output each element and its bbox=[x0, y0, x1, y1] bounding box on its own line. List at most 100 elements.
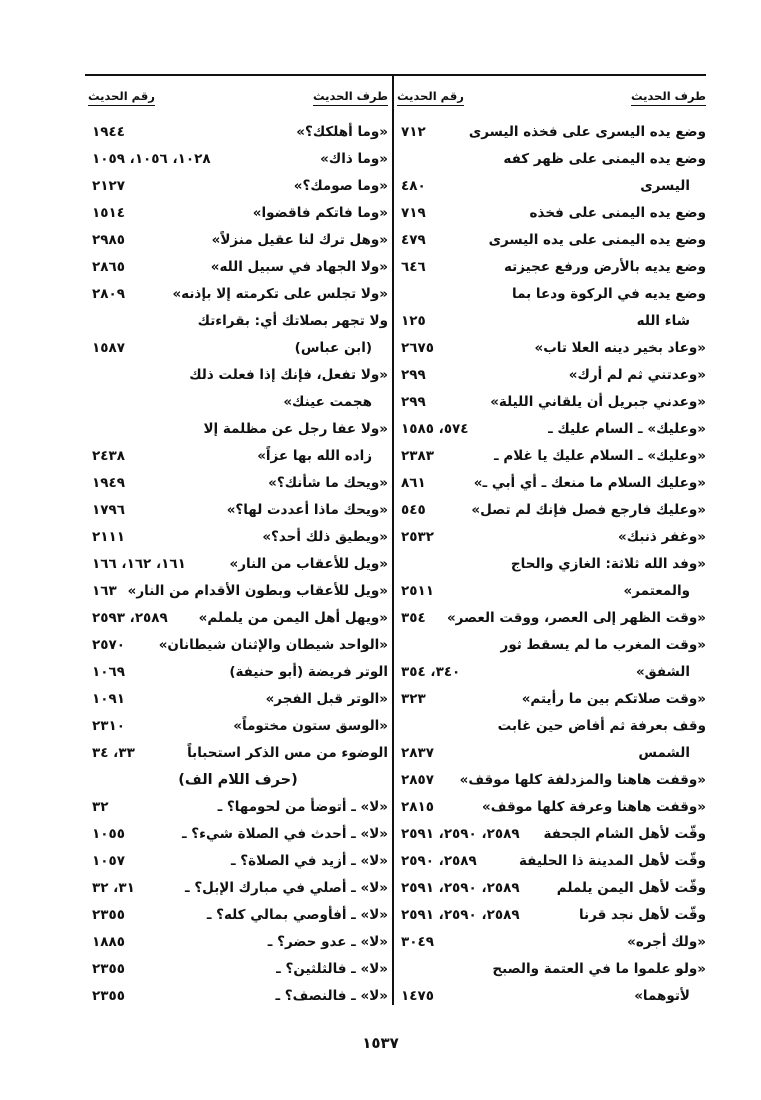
hadith-text: «لا» ـ أتوضأ من لحومها؟ ـ bbox=[217, 798, 388, 815]
index-entry-line: هجمت عينك» bbox=[88, 388, 388, 415]
index-entry-line: الوضوء من مس الذكر استحباباً ٣٣، ٣٤ bbox=[88, 739, 388, 766]
hadith-text: «الوسق ستون مختوماً» bbox=[233, 717, 388, 734]
hadith-text: «وعدتني ثم لم أرك» bbox=[568, 366, 706, 383]
hadith-number: ٢٥٨٩، ٢٥٩٠، ٢٥٩١ bbox=[401, 825, 520, 842]
index-entry-line: «وما أهلكك؟» ١٩٤٤ bbox=[88, 118, 388, 145]
hadith-number: ٢٣٥٥ bbox=[92, 906, 125, 923]
hadith-number: ١٠٥٥ bbox=[92, 825, 125, 842]
hadith-number: ٢٤٣٨ bbox=[92, 447, 125, 464]
index-entry-line: وضع يده اليسرى على فخذه اليسرى ٧١٢ bbox=[397, 118, 706, 145]
hadith-text: «الواحد شيطان والإثنان شيطانان» bbox=[158, 636, 388, 653]
index-entry-line: «وقفت هاهنا والمزدلفة كلها موقف» ٢٨٥٧ bbox=[397, 766, 706, 793]
index-entry-line: ولا تجهر بصلاتك أي: بقراءتك bbox=[88, 307, 388, 334]
index-entry-line: «وما صومك؟» ٢١٢٧ bbox=[88, 172, 388, 199]
hadith-text: «وعليك فارجع فصل فإنك لم تصل» bbox=[471, 501, 706, 518]
top-rule bbox=[85, 74, 706, 76]
hadith-text: «ويطيق ذلك أحد؟» bbox=[262, 528, 388, 545]
hadith-text: «ولا تجلس على تكرمته إلا بإذنه» bbox=[172, 285, 388, 302]
hadith-text: ولا تجهر بصلاتك أي: بقراءتك bbox=[197, 312, 388, 329]
index-entry-line: «لا» ـ أحدث في الصلاة شيء؟ ـ ١٠٥٥ bbox=[88, 820, 388, 847]
index-entry-line: «وما ذاك» ١٠٢٨، ١٠٥٦، ١٠٥٩ bbox=[88, 145, 388, 172]
hadith-text: وقّت لأهل نجد قرنا bbox=[578, 906, 706, 923]
left-column-entries: «وما أهلكك؟» ١٩٤٤ «وما ذاك» ١٠٢٨، ١٠٥٦، ١٠٥… bbox=[88, 118, 388, 1009]
hadith-text: «ولا تفعل، فإنك إذا فعلت ذلك bbox=[189, 366, 388, 383]
index-entry-line: «ولا الجهاد في سبيل الله» ٢٨٦٥ bbox=[88, 253, 388, 280]
index-entry-line: «وفد الله ثلاثة: الغازي والحاج bbox=[397, 550, 706, 577]
hadith-text: الشمس bbox=[638, 744, 690, 761]
index-entry-line: «وقفت هاهنا وعرفة كلها موقف» ٢٨١٥ bbox=[397, 793, 706, 820]
hadith-text: الشفق» bbox=[635, 663, 690, 680]
hadith-number: ٢٦٧٥ bbox=[401, 339, 434, 356]
hadith-number: ٢٩٩ bbox=[401, 393, 426, 410]
index-entry-line: «ويحك ماذا أعددت لها؟» ١٧٩٦ bbox=[88, 496, 388, 523]
hadith-number: ٣٠٤٩ bbox=[401, 933, 434, 950]
hadith-number: ٦٤٦ bbox=[401, 258, 426, 275]
header-hadith-text: طرف الحديث bbox=[630, 89, 706, 106]
hadith-text: وضع يده اليسرى على فخذه اليسرى bbox=[468, 123, 706, 140]
hadith-number: ١٠٢٨، ١٠٥٦، ١٠٥٩ bbox=[92, 150, 211, 167]
index-entry-line: «الوتر قبل الفجر» ١٠٩١ bbox=[88, 685, 388, 712]
hadith-number: ١٥١٤ bbox=[92, 204, 125, 221]
index-entry-line: «ولو علموا ما في العتمة والصبح bbox=[397, 955, 706, 982]
index-entry-line: وقّت لأهل الشام الجحفة ٢٥٨٩، ٢٥٩٠، ٢٥٩١ bbox=[397, 820, 706, 847]
hadith-text: «لا» ـ عدو حضر؟ ـ bbox=[267, 933, 388, 950]
hadith-text: «لا» ـ أصلي في مبارك الإبل؟ ـ bbox=[185, 879, 388, 896]
hadith-text: «لا» ـ أفأوصي بمالي كله؟ ـ bbox=[206, 906, 388, 923]
hadith-number: ٥٧٤، ١٥٨٥ bbox=[401, 420, 469, 437]
hadith-number: ٨٦١ bbox=[401, 474, 426, 491]
hadith-text: اليسرى bbox=[640, 177, 690, 194]
hadith-number: ٢٥٨٩، ٢٥٩٣ bbox=[92, 609, 168, 626]
hadith-text: «وعاد بخير دينه العلا تاب» bbox=[534, 339, 706, 356]
hadith-number: ٢٥٨٩، ٢٥٩٠ bbox=[401, 852, 477, 869]
right-column: طرف الحديث رقم الحديث وضع يده اليسرى على… bbox=[397, 82, 706, 1009]
hadith-text: «وعليك» ـ السام عليك ـ bbox=[548, 420, 706, 437]
hadith-number: ٢٨٠٩ bbox=[92, 285, 125, 302]
hadith-text: «وما أهلكك؟» bbox=[296, 123, 388, 140]
hadith-text: «وقت المغرب ما لم يسقط ثور bbox=[500, 636, 706, 653]
index-entry-line: والمعتمر» ٢٥١١ bbox=[397, 577, 706, 604]
hadith-text: «وعليك» ـ السلام عليك يا غلام ـ bbox=[494, 447, 706, 464]
hadith-text: لأتوهما» bbox=[634, 987, 690, 1004]
hadith-text: «وعليك السلام ما منعك ـ أي أبي ـ» bbox=[473, 474, 706, 491]
index-entry-line: «وعليك السلام ما منعك ـ أي أبي ـ» ٨٦١ bbox=[397, 469, 706, 496]
hadith-text: شاء الله bbox=[636, 312, 690, 329]
index-entry-line: «وما فاتكم فاقضوا» ١٥١٤ bbox=[88, 199, 388, 226]
hadith-text: «ولك أجره» bbox=[627, 933, 706, 950]
hadith-number: ١٢٥ bbox=[401, 312, 426, 329]
index-entry-line: الشفق» ٣٤٠، ٣٥٤ bbox=[397, 658, 706, 685]
hadith-number: ٢٥٨٩، ٢٥٩٠، ٢٥٩١ bbox=[401, 879, 520, 896]
index-entry-line: «لا» ـ أزيد في الصلاة؟ ـ ١٠٥٧ bbox=[88, 847, 388, 874]
hadith-number: ٢٨٣٧ bbox=[401, 744, 434, 761]
index-entry-line: «ولك أجره» ٣٠٤٩ bbox=[397, 928, 706, 955]
hadith-number: ٢٨٦٥ bbox=[92, 258, 125, 275]
index-entry-line: وقّت لأهل نجد قرنا ٢٥٨٩، ٢٥٩٠، ٢٥٩١ bbox=[397, 901, 706, 928]
hadith-text: والمعتمر» bbox=[623, 582, 690, 599]
index-entry-line: «وعليك فارجع فصل فإنك لم تصل» ٥٤٥ bbox=[397, 496, 706, 523]
index-entry-line: وقّت لأهل اليمن يلملم ٢٥٨٩، ٢٥٩٠، ٢٥٩١ bbox=[397, 874, 706, 901]
left-column: طرف الحديث رقم الحديث «وما أهلكك؟» ١٩٤٤ «و… bbox=[88, 82, 388, 1009]
hadith-number: ٢٣٥٥ bbox=[92, 960, 125, 977]
hadith-number: ١٩٤٩ bbox=[92, 474, 125, 491]
hadith-number: ٢٥٨٩، ٢٥٩٠، ٢٥٩١ bbox=[401, 906, 520, 923]
index-entry-line: زاده الله بها عزاً» ٢٤٣٨ bbox=[88, 442, 388, 469]
hadith-text: «وقفت هاهنا والمزدلفة كلها موقف» bbox=[459, 771, 706, 788]
right-column-entries: وضع يده اليسرى على فخذه اليسرى ٧١٢ وضع يده… bbox=[397, 118, 706, 1009]
index-entry-line: وضع يديه في الركوة ودعا بما bbox=[397, 280, 706, 307]
index-entry-line: «ويحك ما شأنك؟» ١٩٤٩ bbox=[88, 469, 388, 496]
index-entry-line: «وعدني جبريل أن يلقاني الليلة» ٢٩٩ bbox=[397, 388, 706, 415]
index-entry-line: «الوسق ستون مختوماً» ٢٣١٠ bbox=[88, 712, 388, 739]
hadith-number: ١٩٤٤ bbox=[92, 123, 125, 140]
hadith-number: ١٦٣ bbox=[92, 582, 117, 599]
hadith-number: ٢٥٧٠ bbox=[92, 636, 125, 653]
hadith-number: ٢٥٣٢ bbox=[401, 528, 434, 545]
hadith-text: «لا» ـ أحدث في الصلاة شيء؟ ـ bbox=[181, 825, 388, 842]
hadith-text: الوضوء من مس الذكر استحباباً bbox=[187, 744, 388, 761]
index-entry-line: شاء الله ١٢٥ bbox=[397, 307, 706, 334]
index-entry-line: لأتوهما» ١٤٧٥ bbox=[397, 982, 706, 1009]
hadith-text: «لا» ـ فالنصف؟ ـ bbox=[275, 987, 388, 1004]
hadith-number: ١٧٩٦ bbox=[92, 501, 125, 518]
hadith-text: «ويحك ما شأنك؟» bbox=[268, 474, 388, 491]
index-entry-line: «لا» ـ أصلي في مبارك الإبل؟ ـ ٣١، ٣٢ bbox=[88, 874, 388, 901]
hadith-number: ٣٢ bbox=[92, 798, 109, 815]
hadith-number: ٢٥١١ bbox=[401, 582, 434, 599]
